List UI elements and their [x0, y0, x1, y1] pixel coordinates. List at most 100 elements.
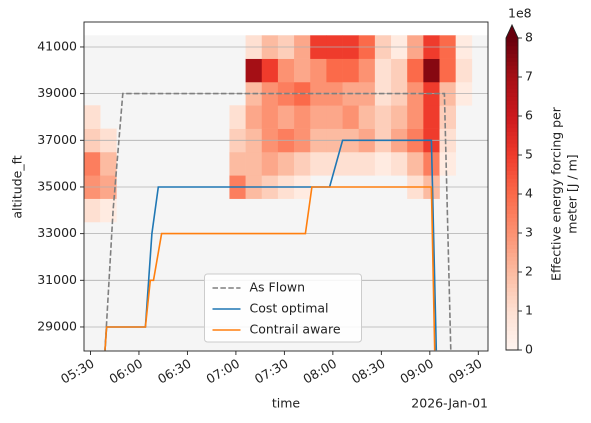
- colorbar-scale-label: 1e8: [508, 6, 532, 21]
- heatmap-cell: [100, 198, 117, 223]
- heatmap-cell: [326, 151, 343, 176]
- colorbar-segment: [506, 201, 518, 207]
- colorbar-tick-label: 5: [525, 147, 533, 162]
- colorbar-label: Effective energy forcing per: [549, 106, 564, 281]
- heatmap-cell: [407, 105, 424, 129]
- colorbar-segment: [506, 194, 518, 199]
- y-tick-label: 31000: [37, 272, 77, 287]
- heatmap-cell: [326, 105, 343, 129]
- colorbar-frame: [505, 23, 519, 351]
- colorbar-segment: [506, 283, 518, 288]
- colorbar-segment: [506, 275, 518, 281]
- heatmap-cell: [229, 105, 246, 129]
- colorbar-segment: [506, 213, 518, 218]
- x-tick-label: 09:30: [446, 356, 485, 387]
- colorbar-segment: [506, 96, 518, 101]
- colorbar-segment: [506, 186, 518, 191]
- colorbar-segment: [506, 69, 518, 74]
- colorbar-segment: [506, 233, 518, 238]
- heatmap-cell: [261, 151, 279, 176]
- colorbar-tick-label: 2: [525, 264, 533, 279]
- heatmap-cell: [294, 105, 311, 129]
- colorbar-tick-label: 3: [525, 225, 533, 240]
- lines: [104, 92, 452, 351]
- heatmap-cell: [342, 58, 360, 83]
- colorbar-segment: [506, 236, 518, 242]
- heatmap-cell: [294, 151, 311, 176]
- colorbar-segment: [506, 205, 518, 210]
- colorbar-tick-label: 0: [525, 342, 533, 357]
- colorbar-segment: [506, 279, 518, 285]
- colorbar-segment: [506, 303, 518, 308]
- heatmap-cell: [374, 58, 392, 83]
- heatmap-cell: [391, 105, 408, 129]
- colorbar-segment: [506, 178, 518, 183]
- colorbar-segment: [506, 229, 518, 234]
- legend: As Flown Cost optimal Contrail aware: [204, 273, 362, 343]
- y-tick-label: 29000: [37, 318, 77, 333]
- colorbar-segment: [506, 166, 518, 171]
- colorbar-segment: [506, 182, 518, 187]
- colorbar-extend: [506, 25, 518, 38]
- colorbar-segment: [506, 170, 518, 175]
- heatmap-cell: [277, 58, 295, 83]
- colorbar-segment: [506, 104, 518, 109]
- colorbar-segment: [506, 100, 518, 105]
- colorbar-segment: [506, 45, 518, 51]
- heatmap-cell: [423, 58, 440, 83]
- colorbar-segment: [506, 311, 518, 316]
- colorbar-segment: [506, 41, 518, 47]
- colorbar-segment: [506, 287, 518, 292]
- y-axis-label: altitude_ft: [10, 155, 25, 218]
- heatmap-cell: [358, 105, 376, 129]
- heatmap-cell: [310, 105, 327, 129]
- heatmap-cell: [374, 151, 392, 176]
- heatmap-cell: [261, 58, 279, 83]
- x-tick-label: 09:00: [397, 356, 436, 387]
- colorbar-segment: [506, 307, 518, 312]
- x-tick-label: 06:00: [106, 356, 145, 387]
- colorbar-segment: [506, 158, 518, 164]
- colorbar-segment: [506, 108, 518, 113]
- heatmap-cell: [84, 198, 101, 223]
- heatmap-cell: [358, 151, 376, 176]
- colorbar-segment: [506, 221, 518, 226]
- heatmap-cell: [358, 58, 376, 83]
- x-tick-label: 08:30: [349, 356, 388, 387]
- legend-label: Cost optimal: [250, 301, 329, 316]
- colorbar-segment: [506, 225, 518, 230]
- colorbar-segment: [506, 65, 518, 70]
- plot-frame: [83, 21, 489, 352]
- colorbar-segment: [506, 244, 518, 249]
- heatmap-cell: [261, 105, 279, 129]
- series-line: [104, 186, 436, 351]
- y-tick-label: 35000: [37, 178, 77, 193]
- colorbar-segment: [506, 57, 518, 62]
- heatmap-cell: [310, 58, 327, 83]
- colorbar-segment: [506, 346, 518, 351]
- heatmap-cell: [423, 105, 440, 129]
- colorbar-tick-label: 1: [525, 303, 533, 318]
- colorbar-segment: [506, 248, 518, 253]
- colorbar-segment: [506, 252, 518, 257]
- colorbar-segment: [506, 84, 518, 90]
- colorbar-segment: [506, 80, 518, 86]
- heatmap-cell: [342, 151, 360, 176]
- colorbar-segment: [506, 143, 518, 148]
- heatmap-cell: [294, 58, 311, 83]
- colorbar-segment: [506, 334, 518, 339]
- series-line: [104, 92, 452, 351]
- colorbar-segment: [506, 123, 518, 129]
- heatmap-cell: [455, 58, 473, 83]
- colorbar-segment: [506, 139, 518, 144]
- heatmap-cell: [245, 151, 263, 176]
- x-tick-label: 08:00: [300, 356, 339, 387]
- colorbar-segment: [506, 73, 518, 78]
- colorbar-segment: [506, 135, 518, 140]
- colorbar-segment: [506, 197, 518, 203]
- colorbar-segment: [506, 61, 518, 66]
- heatmap-cell: [391, 151, 408, 176]
- colorbar-segment: [506, 112, 518, 117]
- colorbar-segment: [506, 217, 518, 222]
